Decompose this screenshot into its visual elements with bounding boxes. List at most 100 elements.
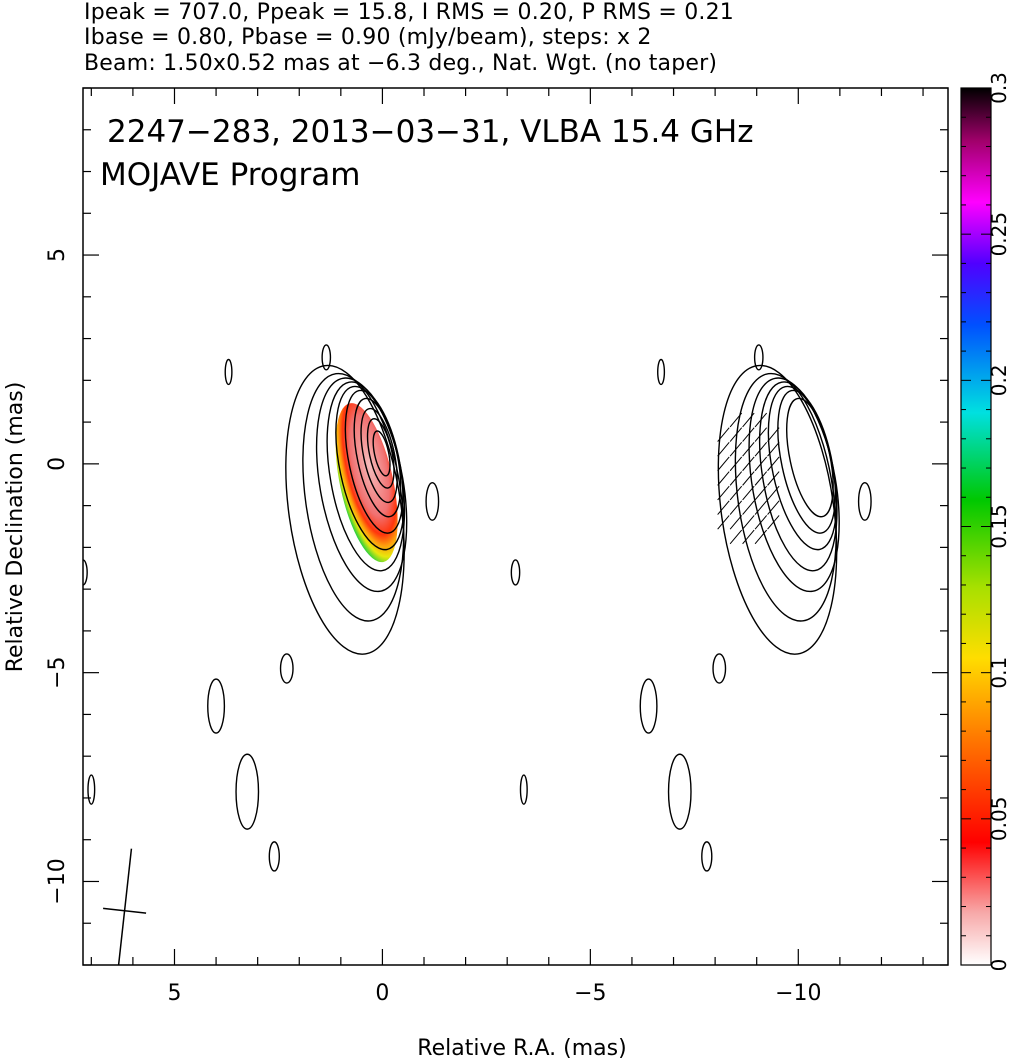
colorbar-tick-label: 0.25 bbox=[987, 212, 1011, 257]
x-tick-label: 0 bbox=[375, 981, 389, 1006]
x-tick-label: −5 bbox=[574, 981, 606, 1006]
header-line-peaks: Ipeak = 707.0, Ppeak = 15.8, I RMS = 0.2… bbox=[84, 0, 734, 25]
colorbar-tick-label: 0.1 bbox=[987, 657, 1011, 689]
noise-contour-right-4 bbox=[712, 653, 727, 684]
contour-right-0 bbox=[717, 364, 838, 655]
contour-left-5 bbox=[344, 389, 404, 534]
evpa-vector-5 bbox=[742, 515, 755, 530]
x-axis-label: Relative R.A. (mas) bbox=[417, 1036, 626, 1061]
polarization-color-layer bbox=[335, 403, 398, 563]
evpa-vector-15 bbox=[742, 485, 755, 501]
colorbar-tick-label: 0.3 bbox=[987, 72, 1011, 104]
noise-contour-right-2 bbox=[857, 482, 872, 521]
plot-frame bbox=[82, 87, 949, 966]
evpa-vector-21 bbox=[729, 471, 743, 486]
noise-contour-left-1 bbox=[321, 344, 332, 371]
colorbar-ticks: 0 0.05 0.1 0.15 0.2 0.25 0.3 bbox=[961, 72, 1011, 971]
noise-contour-left-0 bbox=[224, 358, 233, 386]
intensity-contours-left bbox=[83, 344, 440, 872]
noise-contour-left-7 bbox=[268, 841, 280, 872]
contour-left-0 bbox=[285, 364, 405, 655]
noise-contour-right-8 bbox=[519, 774, 528, 805]
evpa-vector-26 bbox=[729, 456, 743, 472]
evpa-vector-2 bbox=[729, 529, 743, 545]
beam-cross bbox=[103, 848, 147, 965]
evpa-vector-39 bbox=[742, 412, 755, 428]
evpa-vector-7 bbox=[717, 515, 730, 530]
evpa-vector-28 bbox=[767, 442, 780, 457]
evpa-vector-33 bbox=[767, 427, 780, 442]
noise-contour-right-5 bbox=[639, 678, 658, 734]
evpa-vector-31 bbox=[729, 442, 743, 457]
beam-minor-axis bbox=[103, 907, 147, 914]
colorbar-tick-label: 0.15 bbox=[987, 504, 1011, 549]
evpa-vector-32 bbox=[717, 442, 730, 457]
noise-contour-right-7 bbox=[701, 841, 713, 872]
evpa-vector-10 bbox=[742, 500, 755, 515]
evpa-vector-9 bbox=[754, 500, 768, 515]
noise-contour-right-0 bbox=[657, 358, 666, 386]
evpa-vectors bbox=[717, 412, 780, 545]
axis-tick-labels: 5 0 −5 −10 5 0 −5 −10 bbox=[45, 248, 822, 1006]
evpa-vector-19 bbox=[754, 471, 768, 486]
evpa-vector-27 bbox=[717, 456, 730, 472]
header-line-base: Ibase = 0.80, Pbase = 0.90 (mJy/beam), s… bbox=[84, 25, 652, 50]
contour-left-7 bbox=[360, 407, 398, 504]
noise-contour-left-8 bbox=[87, 774, 96, 805]
evpa-vector-11 bbox=[729, 500, 743, 515]
contour-left-8 bbox=[366, 418, 395, 489]
evpa-vector-30 bbox=[742, 442, 755, 457]
noise-contour-right-1 bbox=[753, 344, 764, 371]
noise-contour-left-6 bbox=[235, 753, 260, 830]
evpa-vector-14 bbox=[754, 485, 768, 501]
noise-contour-right-6 bbox=[667, 753, 692, 830]
evpa-vector-20 bbox=[742, 471, 755, 486]
evpa-vector-13 bbox=[767, 485, 780, 501]
noise-contour-left-5 bbox=[207, 678, 226, 734]
colorbar-tick-label: 0.05 bbox=[987, 797, 1011, 842]
evpa-vector-36 bbox=[729, 427, 743, 442]
evpa-vector-6 bbox=[729, 515, 743, 530]
y-tick-label: 0 bbox=[45, 457, 70, 471]
noise-contour-left-2 bbox=[425, 482, 440, 521]
evpa-vector-38 bbox=[754, 412, 768, 428]
y-tick-label: 5 bbox=[45, 248, 70, 262]
evpa-vector-25 bbox=[742, 456, 755, 472]
contour-right-5 bbox=[777, 389, 837, 534]
evpa-vector-17 bbox=[717, 485, 730, 501]
evpa-vector-12 bbox=[717, 500, 730, 515]
evpa-vector-22 bbox=[717, 471, 730, 486]
evpa-vector-23 bbox=[767, 456, 780, 472]
colorbar-tick-label: 0 bbox=[987, 959, 1011, 972]
y-tick-label: −10 bbox=[45, 858, 70, 904]
plot-area bbox=[83, 344, 872, 965]
header-line-beam: Beam: 1.50x0.52 mas at −6.3 deg., Nat. W… bbox=[84, 51, 718, 76]
x-tick-label: 5 bbox=[167, 981, 181, 1006]
evpa-vector-1 bbox=[742, 529, 755, 545]
x-tick-label: −10 bbox=[775, 981, 821, 1006]
evpa-vector-18 bbox=[767, 471, 780, 486]
evpa-vector-37 bbox=[717, 427, 730, 442]
evpa-vector-16 bbox=[729, 485, 743, 501]
evpa-vector-0 bbox=[754, 529, 768, 545]
evpa-vector-34 bbox=[754, 427, 768, 442]
plot-subtitle: MOJAVE Program bbox=[100, 157, 360, 193]
beam-marker bbox=[103, 848, 147, 965]
plot-title: 2247−283, 2013−03−31, VLBA 15.4 GHz bbox=[107, 114, 753, 150]
noise-contour-right-3 bbox=[510, 559, 521, 586]
y-axis-label: Relative Declination (mas) bbox=[3, 382, 28, 673]
evpa-vector-8 bbox=[767, 500, 780, 515]
contour-right-6 bbox=[786, 397, 834, 518]
y-tick-label: −5 bbox=[45, 656, 70, 688]
intensity-contours-right bbox=[510, 344, 872, 872]
evpa-vector-24 bbox=[754, 456, 768, 472]
contour-left-6 bbox=[353, 397, 402, 518]
contour-left-9 bbox=[372, 430, 391, 477]
contour-right-1 bbox=[734, 372, 837, 622]
noise-contour-left-4 bbox=[279, 653, 294, 684]
evpa-vector-3 bbox=[767, 515, 780, 530]
evpa-vector-35 bbox=[742, 427, 755, 442]
polarization-patch bbox=[335, 403, 398, 563]
evpa-vector-40 bbox=[729, 412, 743, 428]
